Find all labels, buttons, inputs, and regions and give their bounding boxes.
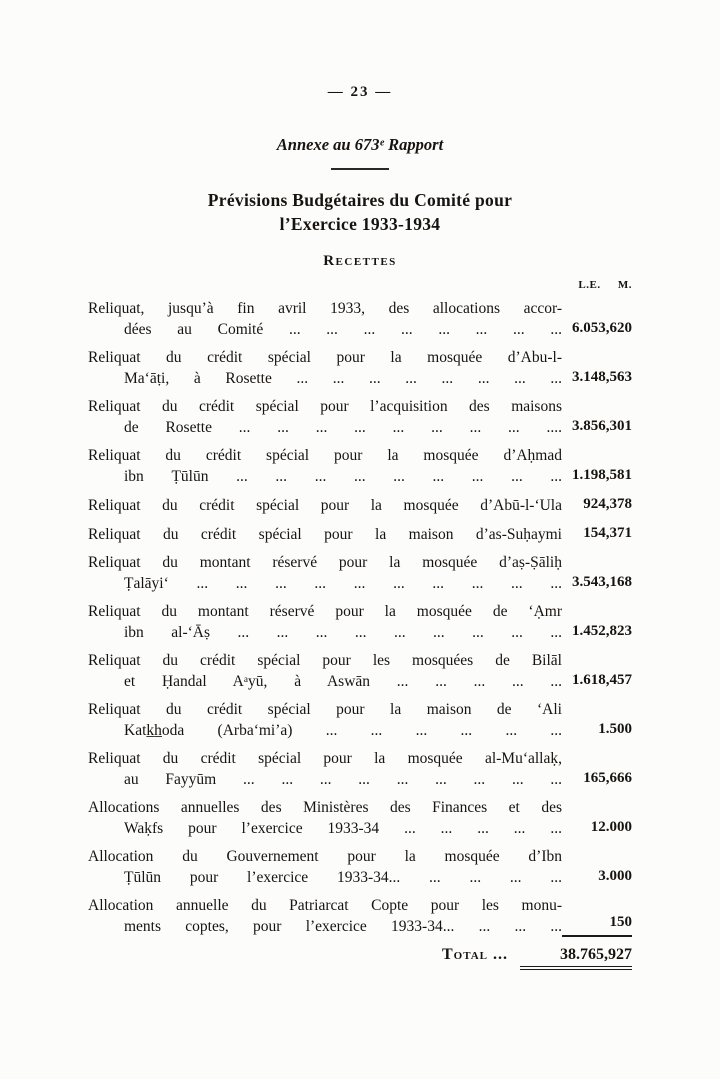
item-amount: 6.053,620 <box>572 320 632 336</box>
item-label: Reliquat du crédit spécial pour la mosqu… <box>88 495 562 516</box>
item-amount: 154,371 <box>583 525 632 541</box>
document-title-line1: Prévisions Budgétaires du Comité pour <box>207 190 513 210</box>
item-label-line: Reliquat du crédit spécial pour la mosqu… <box>88 750 562 767</box>
item-label: Reliquat du crédit spécial pour l’acquis… <box>88 396 562 438</box>
item-label-line: Reliquat du crédit spécial pour l’acquis… <box>88 398 562 415</box>
item-label-line: Reliquat du montant réservé pour la mosq… <box>88 554 562 571</box>
item-label-line: Ṭalāyi‘ ... ... ... ... ... ... ... ... … <box>124 575 562 592</box>
item-label: Allocation annuelle du Patriarcat Copte … <box>88 895 562 937</box>
document-title-line2: l’Exercice 1933-1934 <box>279 214 441 234</box>
item-amount: 150 <box>562 912 632 937</box>
item-label: Reliquat du montant réservé pour la mosq… <box>88 601 562 643</box>
item-label-line: et Ḥandal Aᵃyū, à Aswān ... ... ... ... … <box>124 673 562 690</box>
item-label: Reliquat du crédit spécial pour les mosq… <box>88 650 562 692</box>
item-label-line: Allocation annuelle du Patriarcat Copte … <box>88 897 562 914</box>
item-amount: 165,666 <box>583 770 632 786</box>
table-row: Reliquat du crédit spécial pour la maiso… <box>88 523 632 545</box>
table-row: Reliquat du crédit spécial pour la mosqu… <box>88 347 632 389</box>
item-amount: 924,378 <box>583 496 632 512</box>
item-label-line: Allocations annuelles des Ministères des… <box>88 799 562 816</box>
item-label-line: ments coptes, pour l’exercice 1933-34...… <box>124 918 562 935</box>
currency-column-header: L.E. M. <box>88 279 632 291</box>
table-row: Reliquat du crédit spécial pour les mosq… <box>88 650 632 692</box>
page-number: — 23 — <box>327 84 393 100</box>
item-label-line: ibn Ṭūlūn ... ... ... ... ... ... ... ..… <box>124 468 562 485</box>
item-label-line: Ma‘āṭi, à Rosette ... ... ... ... ... ..… <box>124 370 562 387</box>
table-row: Reliquat du montant réservé pour la mosq… <box>88 601 632 643</box>
item-label: Reliquat du crédit spécial pour la mosqu… <box>88 445 562 487</box>
table-row: Reliquat du crédit spécial pour la mosqu… <box>88 748 632 790</box>
item-label: Reliquat du crédit spécial pour la mosqu… <box>88 347 562 389</box>
item-label-line: Allocation du Gouvernement pour la mosqu… <box>88 848 562 865</box>
total-row: Total ... 38.765,927 <box>88 946 632 970</box>
table-row: Reliquat, jusqu’à fin avril 1933, des al… <box>88 298 632 340</box>
item-label-line: Reliquat du montant réservé pour la mosq… <box>88 603 562 620</box>
item-label-line: Reliquat du crédit spécial pour la mosqu… <box>88 447 562 464</box>
item-label-line: Reliquat du crédit spécial pour les mosq… <box>88 652 562 669</box>
total-amount: 38.765,927 <box>520 946 632 970</box>
receipts-list: Reliquat, jusqu’à fin avril 1933, des al… <box>88 298 632 937</box>
item-label-line: dées au Comité ... ... ... ... ... ... .… <box>124 321 562 338</box>
item-label: Reliquat du crédit spécial pour la mosqu… <box>88 748 562 790</box>
heading-divider <box>331 168 389 170</box>
item-amount: 3.000 <box>598 868 632 884</box>
item-label: Allocations annuelles des Ministères des… <box>88 797 562 839</box>
item-label-line: Reliquat, jusqu’à fin avril 1933, des al… <box>88 300 562 317</box>
table-row: Allocation du Gouvernement pour la mosqu… <box>88 846 632 888</box>
item-amount: 1.500 <box>598 721 632 737</box>
item-label-line: ibn al-‘Āṣ ... ... ... ... ... ... ... .… <box>124 624 562 641</box>
item-label: Reliquat du crédit spécial pour la maiso… <box>88 524 562 545</box>
table-row: Allocations annuelles des Ministères des… <box>88 797 632 839</box>
section-title-recettes: Recettes <box>323 253 397 269</box>
item-amount: 3.148,563 <box>572 369 632 385</box>
total-label: Total ... <box>441 946 508 963</box>
table-row: Allocation annuelle du Patriarcat Copte … <box>88 895 632 937</box>
table-row: Reliquat du montant réservé pour la mosq… <box>88 552 632 594</box>
item-label-line: de Rosette ... ... ... ... ... ... ... .… <box>124 419 562 436</box>
item-label-line: Ṭūlūn pour l’exercice 1933-34... ... ...… <box>124 869 562 886</box>
item-amount: 3.543,168 <box>572 574 632 590</box>
table-row: Reliquat du crédit spécial pour la maiso… <box>88 699 632 741</box>
item-label-line: Reliquat du crédit spécial pour la mosqu… <box>88 349 562 366</box>
item-label-line: Reliquat du crédit spécial pour la maiso… <box>88 526 562 543</box>
table-row: Reliquat du crédit spécial pour la mosqu… <box>88 445 632 487</box>
table-row: Reliquat du crédit spécial pour la mosqu… <box>88 494 632 516</box>
currency-unit-milliemes: M. <box>617 279 632 291</box>
item-label-line: Reliquat du crédit spécial pour la mosqu… <box>88 497 562 514</box>
item-amount: 12.000 <box>590 819 632 835</box>
item-amount: 1.618,457 <box>572 672 632 688</box>
item-amount: 1.452,823 <box>572 623 632 639</box>
item-label-line: Reliquat du crédit spécial pour la maiso… <box>88 701 562 718</box>
item-label-line: Katk̲h̲oda (Arba‘mi’a) ... ... ... ... .… <box>124 722 562 739</box>
item-label: Reliquat du crédit spécial pour la maiso… <box>88 699 562 741</box>
currency-unit-pounds: L.E. <box>578 279 601 291</box>
annex-heading: Annexe au 673ᵉ Rapport <box>276 135 444 154</box>
item-label-line: au Fayyūm ... ... ... ... ... ... ... ..… <box>124 771 562 788</box>
item-label: Allocation du Gouvernement pour la mosqu… <box>88 846 562 888</box>
item-amount: 1.198,581 <box>572 467 632 483</box>
item-label: Reliquat, jusqu’à fin avril 1933, des al… <box>88 298 562 340</box>
item-label-line: Waḳfs pour l’exercice 1933-34 ... ... ..… <box>124 820 562 837</box>
document-title: Prévisions Budgétaires du Comité pour l’… <box>88 188 632 236</box>
item-amount: 3.856,301 <box>572 418 632 434</box>
table-row: Reliquat du crédit spécial pour l’acquis… <box>88 396 632 438</box>
item-label: Reliquat du montant réservé pour la mosq… <box>88 552 562 594</box>
